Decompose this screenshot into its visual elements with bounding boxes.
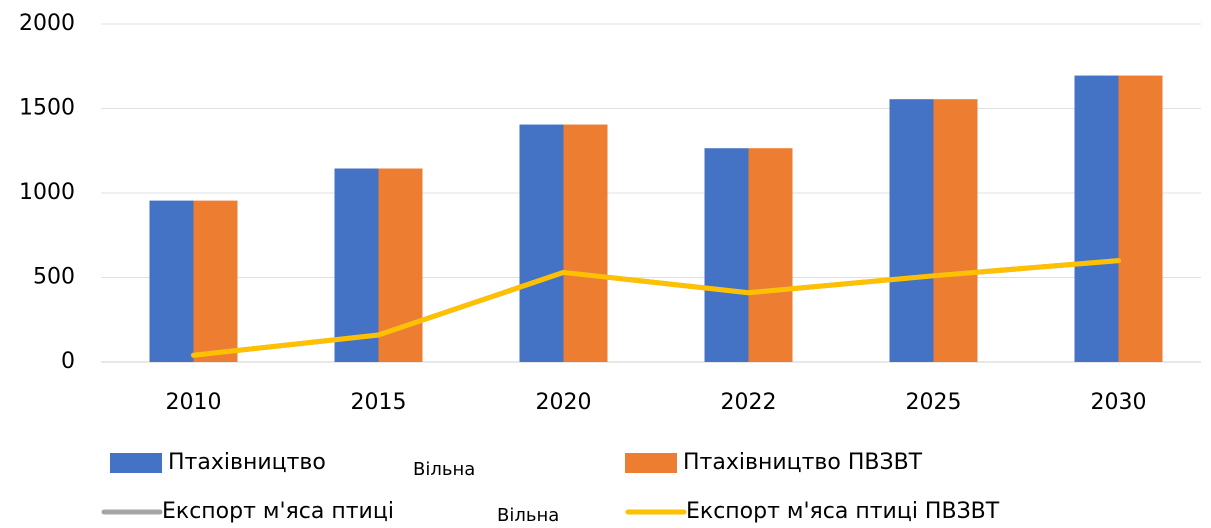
bar bbox=[933, 99, 978, 362]
bar bbox=[193, 200, 238, 362]
bar bbox=[748, 148, 793, 362]
x-tick-label: 2010 bbox=[166, 390, 222, 415]
legend-label: Птахівництво bbox=[168, 450, 326, 475]
bar bbox=[334, 168, 379, 362]
x-tick-label: 2020 bbox=[536, 390, 592, 415]
annotation: Вільна bbox=[413, 459, 475, 480]
legend-label: Експорт м'яса птиці ПВЗВТ bbox=[686, 499, 1000, 524]
legend-label: Експорт м'яса птиці bbox=[162, 499, 394, 524]
bar bbox=[1118, 75, 1163, 363]
bar bbox=[149, 200, 194, 362]
legend-swatch bbox=[110, 453, 162, 473]
line bbox=[191, 258, 1121, 358]
annotation: Вільна bbox=[497, 505, 559, 526]
bar bbox=[889, 99, 934, 362]
y-tick-label: 1000 bbox=[19, 180, 75, 205]
x-tick-label: 2022 bbox=[721, 390, 777, 415]
bar bbox=[519, 124, 564, 363]
y-tick-label: 2000 bbox=[19, 11, 75, 36]
x-tick-label: 2030 bbox=[1091, 390, 1147, 415]
bar bbox=[1074, 75, 1119, 363]
x-tick-label: 2015 bbox=[351, 390, 407, 415]
x-tick-label: 2025 bbox=[906, 390, 962, 415]
bar bbox=[704, 148, 749, 362]
bar bbox=[563, 124, 608, 363]
y-tick-label: 1500 bbox=[19, 96, 75, 121]
legend-label: Птахівництво ПВЗВТ bbox=[683, 450, 923, 475]
y-tick-label: 500 bbox=[33, 265, 75, 290]
legend-swatch bbox=[625, 453, 677, 473]
y-tick-label: 0 bbox=[61, 349, 75, 374]
